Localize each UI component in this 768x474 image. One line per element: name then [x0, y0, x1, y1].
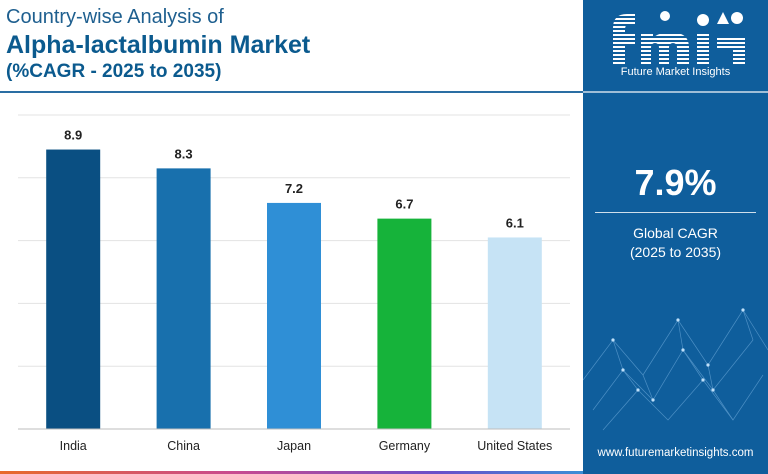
x-tick-label: China — [167, 439, 200, 453]
bar-germany — [377, 218, 432, 429]
side-panel: Future Market Insights 7.9% Global CAGR … — [583, 0, 768, 474]
chart-subtitle: (%CAGR - 2025 to 2035) — [6, 61, 222, 82]
website-link[interactable]: www.futuremarketinsights.com — [597, 447, 754, 459]
bar-china — [156, 168, 211, 429]
chart-title: Alpha-lactalbumin Market — [6, 31, 311, 59]
cagr-divider — [595, 212, 756, 213]
title-line-1: Country-wise Analysis of — [6, 6, 224, 28]
data-label: 6.7 — [395, 197, 413, 212]
x-tick-label: India — [60, 439, 87, 453]
bar-japan — [267, 202, 321, 429]
chart-header: Country-wise Analysis of Alpha-lactalbum… — [0, 0, 583, 93]
x-tick-label: Germany — [379, 439, 431, 453]
global-cagr-value: 7.9% — [634, 162, 717, 203]
chart-canvas: 8.9 India 8.3 China 7.2 Japan 6.7 Germany 6.1 Uni… — [18, 114, 570, 453]
brand-subtitle: Future Market Insights — [620, 66, 731, 78]
side-divider — [583, 91, 768, 93]
bar-chart: 8.9 India 8.3 China 7.2 Japan 6.7 Germany 6.1 Uni… — [0, 93, 583, 474]
global-cagr-label: Global CAGR — [633, 225, 718, 241]
bottom-accent-strip — [0, 471, 583, 474]
x-tick-label: United States — [477, 439, 552, 453]
bar-united-states — [487, 237, 542, 429]
data-label: 8.9 — [64, 128, 82, 143]
x-tick-label: Japan — [277, 439, 311, 453]
network-decoration — [583, 308, 768, 431]
data-label: 7.2 — [285, 181, 303, 196]
fmi-logo-icon — [613, 11, 745, 64]
fmi-logo[interactable]: Future Market Insights — [583, 0, 768, 92]
data-label: 8.3 — [175, 146, 193, 161]
header-divider — [0, 91, 583, 93]
data-label: 6.1 — [506, 215, 524, 230]
global-cagr-period: (2025 to 2035) — [629, 244, 722, 260]
bar-india — [46, 149, 101, 429]
